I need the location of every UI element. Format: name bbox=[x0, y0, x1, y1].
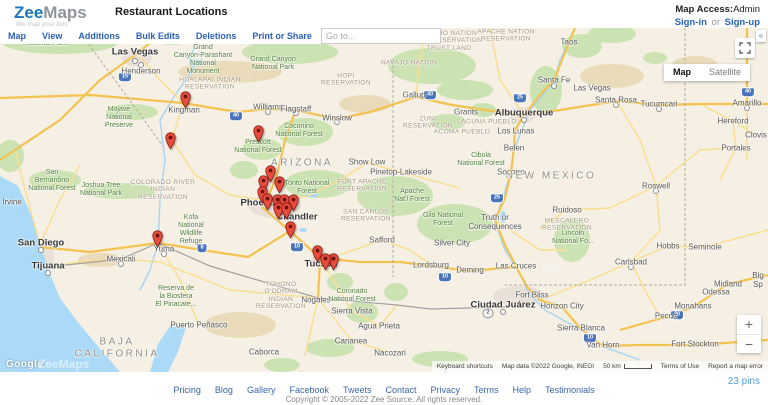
map-menubar: Map View Additions Bulk Edits Deletions Print… bbox=[0, 28, 441, 44]
zoom-out-button[interactable]: − bbox=[744, 335, 754, 352]
map-pin-icon[interactable] bbox=[256, 186, 268, 209]
city-dot bbox=[613, 102, 619, 108]
menu-item-bulk-edits[interactable]: Bulk Edits bbox=[135, 31, 180, 41]
google-logo: Google bbox=[6, 359, 44, 370]
footer-link-contact[interactable]: Contact bbox=[385, 385, 417, 395]
map-access-label: Map Access: bbox=[675, 4, 734, 15]
fullscreen-glyph bbox=[739, 42, 751, 54]
app-header: ZeeMaps We map your lists Restaurant Loc… bbox=[0, 0, 768, 28]
report-map-error-link[interactable]: Report a map error bbox=[708, 363, 763, 370]
map-scale-bar bbox=[623, 364, 652, 369]
map-access: Map Access:Admin bbox=[675, 4, 760, 15]
map-pin-icon[interactable] bbox=[179, 91, 191, 114]
route-shield-icon: 25 bbox=[512, 93, 528, 103]
collapse-panel-icon[interactable]: « bbox=[756, 30, 766, 42]
menu-item-map[interactable]: Map bbox=[8, 31, 26, 41]
route-shield-icon: 25 bbox=[489, 193, 505, 203]
city-dot bbox=[118, 261, 124, 267]
city-dot bbox=[653, 188, 659, 194]
city-dot bbox=[45, 270, 51, 276]
city-dot bbox=[500, 309, 506, 315]
map-type-satellite-button[interactable]: Satellite bbox=[708, 67, 741, 77]
copyright-text: Copyright © 2005-2022 Zee Source. All ri… bbox=[285, 395, 483, 404]
fullscreen-icon[interactable] bbox=[735, 38, 755, 58]
city-dot bbox=[138, 62, 144, 68]
map-type-map-button[interactable]: Map bbox=[672, 67, 691, 77]
city-dot bbox=[744, 105, 750, 111]
city-dot bbox=[656, 106, 662, 112]
city-dot bbox=[628, 264, 634, 270]
city-dot bbox=[161, 251, 167, 257]
footer-link-blog[interactable]: Blog bbox=[214, 385, 233, 395]
map-pin-icon[interactable] bbox=[252, 125, 264, 148]
map-pin-icon[interactable] bbox=[273, 176, 285, 199]
route-shield-icon: 40 bbox=[228, 111, 244, 121]
city-dot bbox=[334, 119, 340, 125]
route-shield-icon: 10 bbox=[582, 333, 598, 343]
zeemaps-watermark: ZeeMaps bbox=[38, 357, 90, 371]
terms-of-use-link[interactable]: Terms of Use bbox=[660, 363, 700, 370]
footer-link-pricing[interactable]: Pricing bbox=[173, 385, 201, 395]
footer-link-terms[interactable]: Terms bbox=[474, 385, 499, 395]
keyboard-shortcuts-link[interactable]: Keyboard shortcuts bbox=[436, 363, 493, 370]
map-pin-icon[interactable] bbox=[319, 253, 331, 276]
auth-or-text: or bbox=[711, 17, 720, 28]
map-type-control: Map Satellite bbox=[663, 64, 750, 81]
city-dot bbox=[38, 247, 44, 253]
menu-item-view[interactable]: View bbox=[42, 31, 63, 41]
city-dot bbox=[521, 117, 527, 123]
zeemaps-logo[interactable]: ZeeMaps We map your lists bbox=[14, 3, 87, 28]
map-canvas[interactable]: Las Vegas Henderson Kingman Williams Flagsta… bbox=[0, 28, 768, 373]
route-shield-icon: 10 bbox=[437, 272, 453, 282]
map-pin-icon[interactable] bbox=[287, 194, 299, 217]
page-title: Restaurant Locations bbox=[115, 6, 228, 18]
map-pin-icon[interactable] bbox=[164, 132, 176, 155]
footer-link-privacy[interactable]: Privacy bbox=[430, 385, 461, 395]
logo-text-maps: Maps bbox=[43, 3, 87, 22]
route-shield-icon: 2 bbox=[482, 308, 494, 318]
map-pin-icon[interactable] bbox=[280, 202, 292, 225]
logo-tagline: We map your lists bbox=[16, 21, 68, 28]
city-dot bbox=[551, 83, 557, 89]
map-pin-icon[interactable] bbox=[264, 165, 276, 188]
footer-link-gallery[interactable]: Gallery bbox=[246, 385, 276, 395]
footer-link-help[interactable]: Help bbox=[512, 385, 532, 395]
city-dot bbox=[293, 110, 299, 116]
footer-link-testimonials[interactable]: Testimonials bbox=[545, 385, 595, 395]
auth-links: Sign-in or Sign-up bbox=[675, 17, 760, 28]
zoom-control: + − bbox=[737, 315, 761, 353]
app-footer: 23 pins Pricing Blog Gallery Facebook Tweets… bbox=[0, 372, 768, 405]
map-access-value: Admin bbox=[733, 4, 760, 15]
map-pin-icon[interactable] bbox=[151, 230, 163, 253]
map-attribution: Keyboard shortcuts Map data ©2022 Google… bbox=[431, 361, 768, 372]
map-pin-icon[interactable] bbox=[284, 221, 296, 244]
map-data-text: Map data ©2022 Google, INEGI bbox=[501, 363, 595, 370]
route-shield-icon: 8 bbox=[196, 243, 208, 253]
city-dot bbox=[265, 109, 271, 115]
sign-up-link[interactable]: Sign-up bbox=[724, 17, 760, 28]
route-shield-icon: 40 bbox=[422, 90, 438, 100]
menu-item-deletions[interactable]: Deletions bbox=[195, 31, 237, 41]
route-shield-icon: 10 bbox=[289, 242, 305, 252]
map-scale: 50 km bbox=[603, 363, 652, 370]
footer-link-tweets[interactable]: Tweets bbox=[342, 385, 372, 395]
goto-input[interactable] bbox=[320, 28, 441, 44]
zoom-in-button[interactable]: + bbox=[737, 315, 761, 335]
route-shield-icon: 20 bbox=[669, 310, 685, 320]
logo-text-zee: Zee bbox=[14, 3, 44, 22]
route-shield-icon: 15 bbox=[117, 72, 133, 82]
map-scale-text: 50 km bbox=[603, 363, 621, 370]
menu-item-print-or-share[interactable]: Print or Share bbox=[252, 31, 312, 41]
menu-item-additions[interactable]: Additions bbox=[78, 31, 120, 41]
map-pin-icon[interactable] bbox=[311, 245, 323, 268]
route-shield-icon: 40 bbox=[740, 87, 756, 97]
sign-in-link[interactable]: Sign-in bbox=[674, 17, 707, 28]
map-terrain bbox=[0, 28, 768, 372]
map-pin-icon[interactable] bbox=[261, 193, 273, 216]
footer-link-facebook[interactable]: Facebook bbox=[289, 385, 329, 395]
city-dot bbox=[132, 58, 138, 64]
pin-count: 23 pins bbox=[727, 376, 760, 387]
footer-links: Pricing Blog Gallery Facebook Tweets Contact P… bbox=[0, 385, 768, 395]
